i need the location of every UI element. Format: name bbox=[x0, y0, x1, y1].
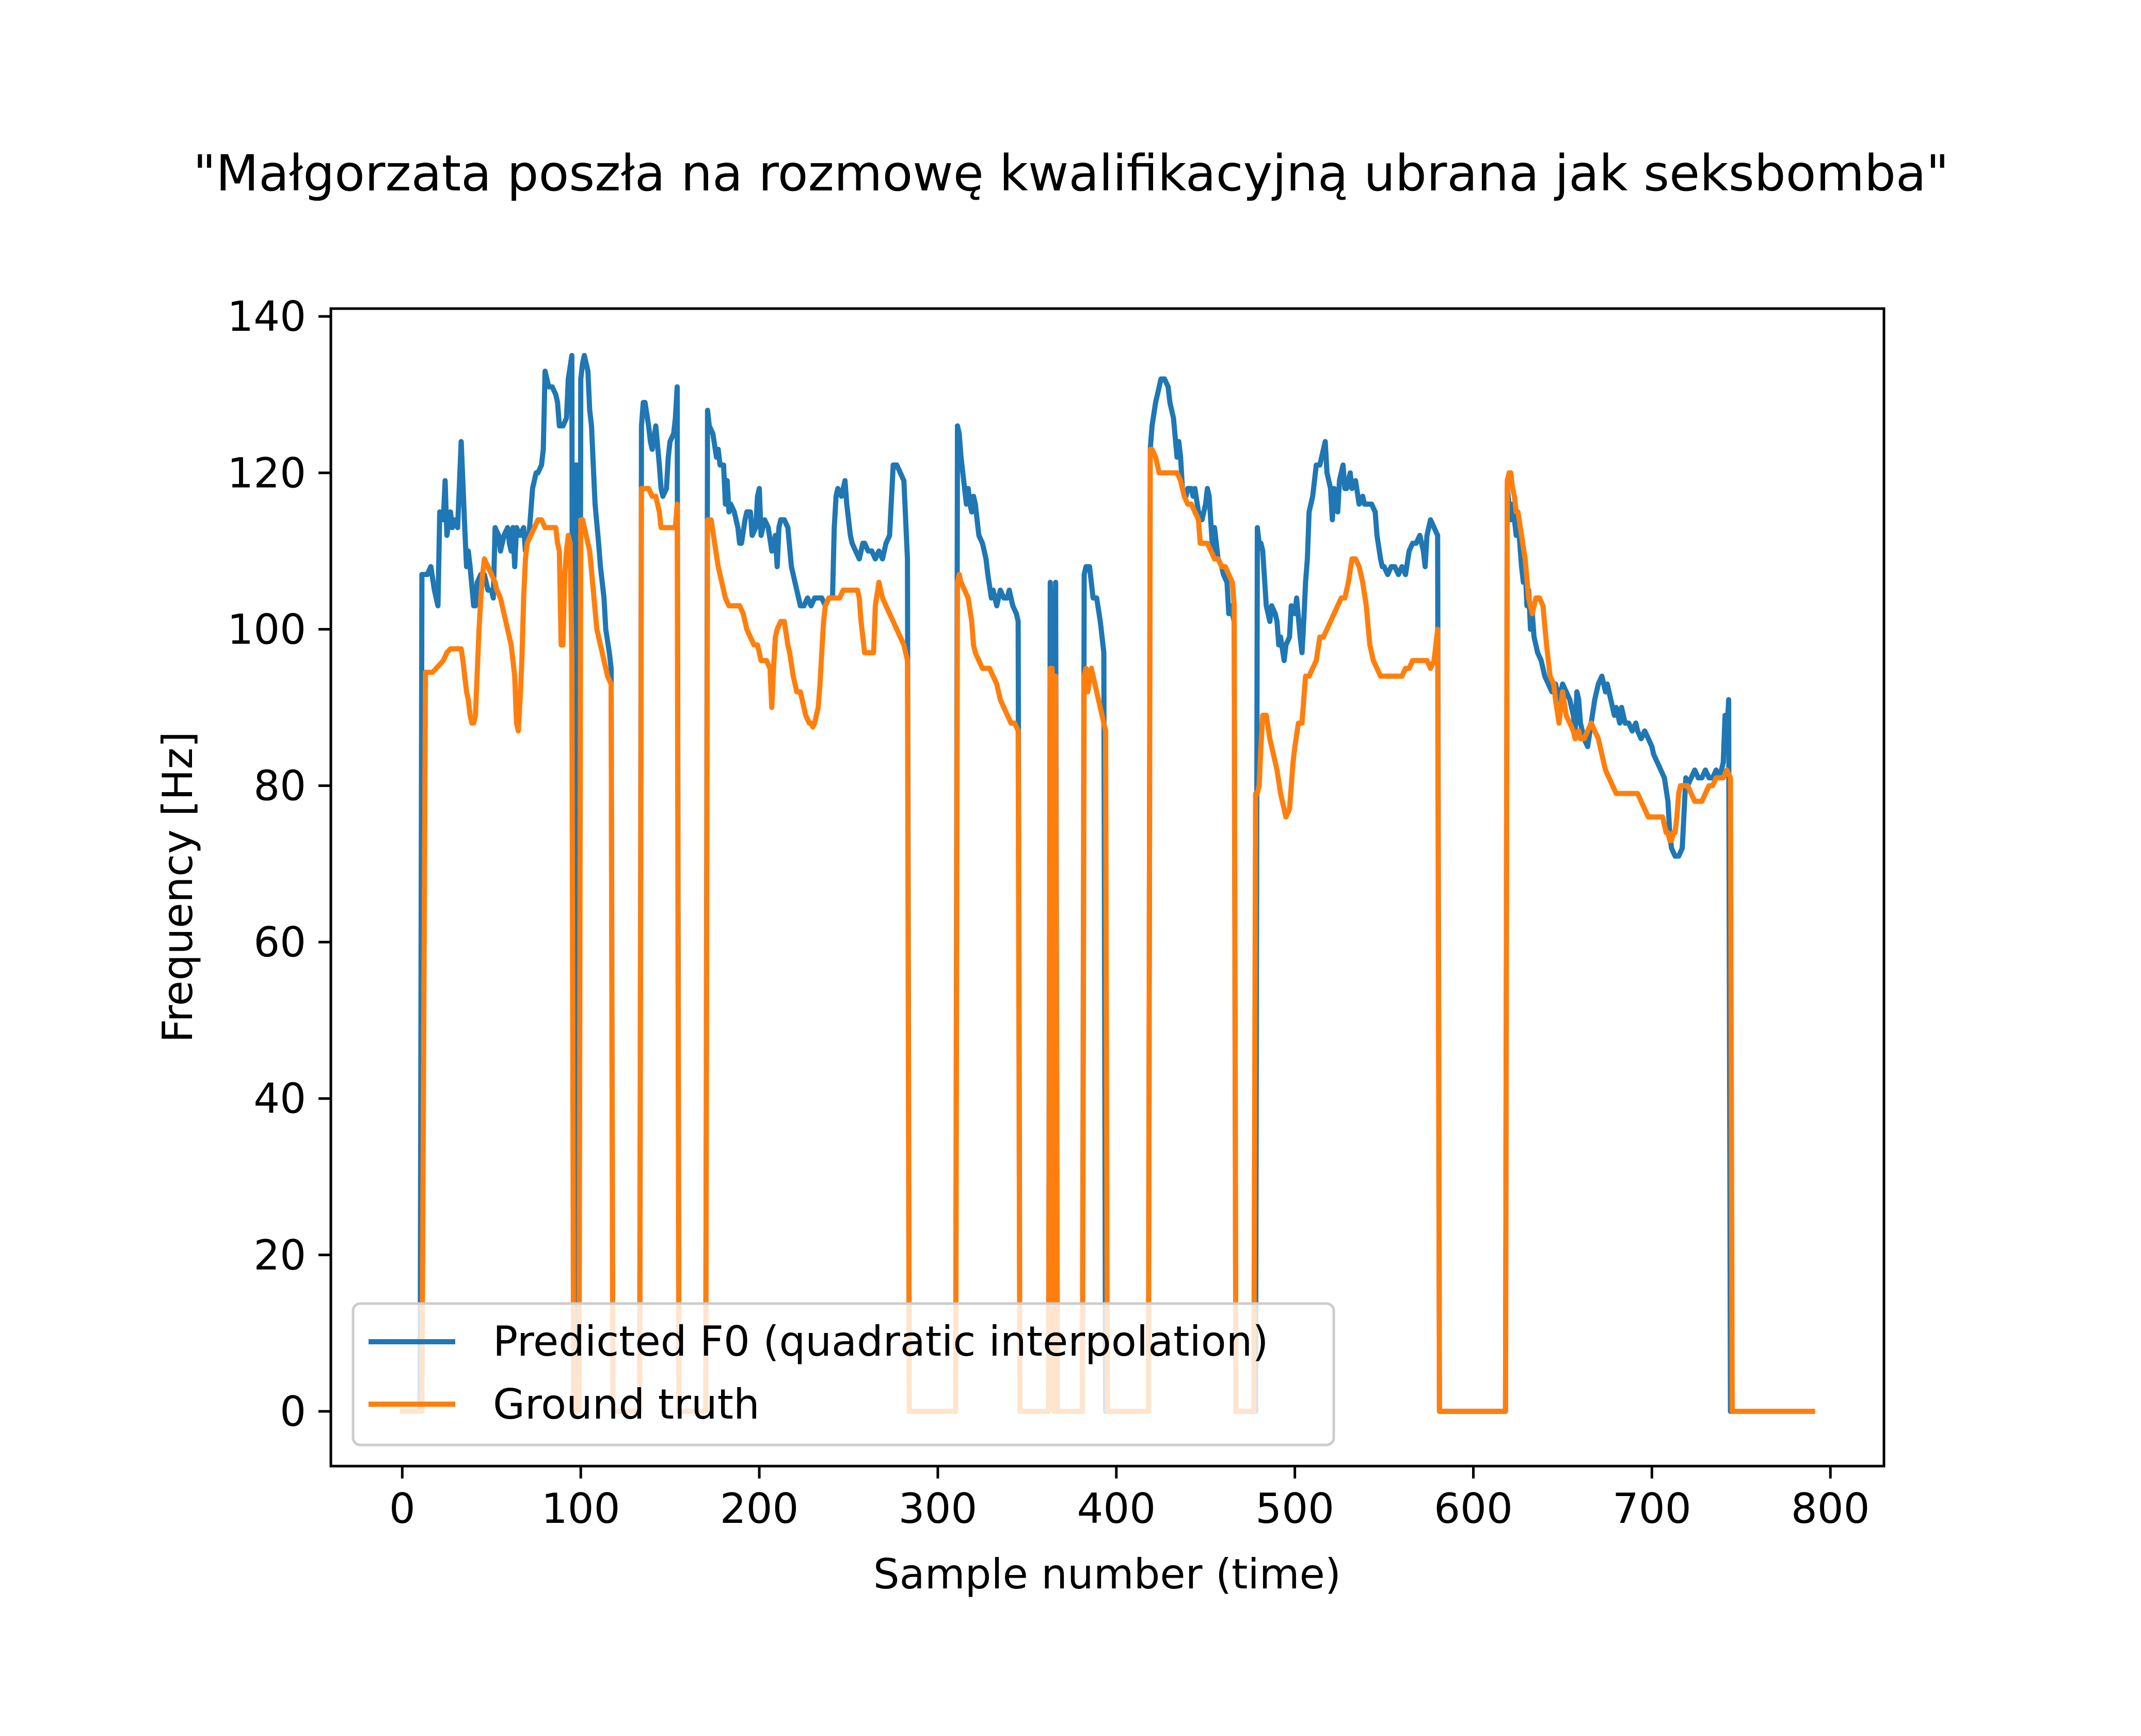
x-tick-label: 700 bbox=[1612, 1485, 1691, 1533]
y-tick-label: 60 bbox=[253, 919, 306, 967]
y-tick-label: 0 bbox=[280, 1388, 306, 1436]
y-tick-label: 80 bbox=[253, 762, 306, 810]
legend-label-ground-truth: Ground truth bbox=[493, 1380, 760, 1428]
axes-frame bbox=[329, 307, 1886, 1468]
x-tick-label: 600 bbox=[1434, 1485, 1513, 1533]
legend-box bbox=[351, 1302, 1335, 1446]
x-tick-label: 500 bbox=[1255, 1485, 1334, 1533]
chart-title: "Małgorzata poszła na rozmowę kwalifikac… bbox=[193, 144, 1949, 202]
y-tick-label: 40 bbox=[253, 1075, 306, 1123]
x-axis-label: Sample number (time) bbox=[873, 1550, 1341, 1598]
x-tick-label: 200 bbox=[720, 1485, 799, 1533]
legend: Predicted F0 (quadratic interpolation) G… bbox=[351, 1302, 1335, 1446]
x-tick-label: 800 bbox=[1791, 1485, 1870, 1533]
y-tick-label: 120 bbox=[227, 449, 306, 497]
x-axis: 0 100 200 300 400 500 600 700 800 bbox=[389, 1466, 1870, 1533]
x-tick-label: 400 bbox=[1077, 1485, 1156, 1533]
y-axis-label: Frequency [Hz] bbox=[154, 731, 202, 1042]
x-tick-label: 300 bbox=[899, 1485, 978, 1533]
legend-label-predicted: Predicted F0 (quadratic interpolation) bbox=[493, 1317, 1269, 1365]
y-tick-label: 20 bbox=[253, 1231, 306, 1279]
y-axis: 0 20 40 60 80 100 120 140 bbox=[227, 293, 331, 1436]
x-tick-label: 0 bbox=[389, 1485, 416, 1533]
x-tick-label: 100 bbox=[541, 1485, 620, 1533]
y-tick-label: 140 bbox=[227, 293, 306, 341]
y-tick-label: 100 bbox=[227, 605, 306, 653]
